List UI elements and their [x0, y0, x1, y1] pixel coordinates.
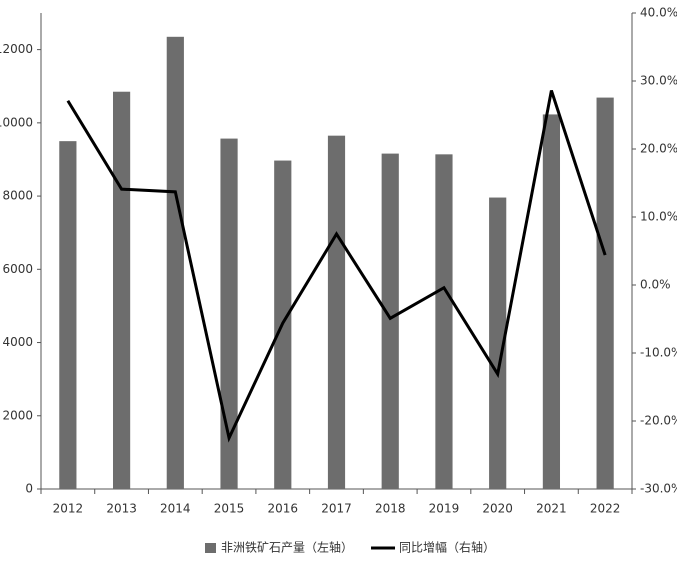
x-tick-label: 2014	[160, 502, 191, 516]
legend-label: 非洲铁矿石产量（左轴）	[221, 540, 353, 555]
y2-tick-label: 0.0%	[640, 278, 671, 292]
y2-tick-label: -10.0%	[640, 346, 677, 360]
bar	[435, 154, 453, 489]
y-tick-label: 8000	[2, 189, 33, 203]
x-tick-label: 2015	[214, 502, 245, 516]
bar	[381, 153, 399, 489]
x-tick-label: 2019	[429, 502, 460, 516]
y-tick-label: 0	[25, 482, 33, 496]
y2-tick-label: 20.0%	[640, 142, 677, 156]
x-tick-label: 2021	[536, 502, 567, 516]
y2-tick-label: 10.0%	[640, 210, 677, 224]
y2-tick-label: 40.0%	[640, 6, 677, 20]
y-tick-label: 6000	[2, 262, 33, 276]
y2-tick-label: -30.0%	[640, 482, 677, 496]
y-tick-label: 4000	[2, 335, 33, 349]
x-tick-label: 2022	[590, 502, 621, 516]
line	[66, 90, 607, 443]
x-tick-label: 2013	[106, 502, 137, 516]
y2-tick-label: -20.0%	[640, 414, 677, 428]
y2-tick-label: 30.0%	[640, 74, 677, 88]
bar	[166, 36, 184, 490]
bar	[542, 114, 561, 489]
bar	[596, 97, 614, 489]
y-tick-label: 12000	[0, 42, 33, 56]
bar	[489, 197, 507, 489]
x-tick-label: 2018	[375, 502, 406, 516]
y-tick-label: 2000	[2, 408, 33, 422]
y-tick-label: 10000	[0, 115, 33, 129]
bar	[59, 141, 77, 489]
bar	[112, 91, 131, 489]
bar	[327, 135, 346, 489]
x-tick-label: 2017	[321, 502, 352, 516]
bar	[220, 138, 238, 490]
legend-swatch	[205, 543, 216, 553]
x-tick-label: 2012	[53, 502, 84, 516]
legend-label: 同比增幅（右轴）	[399, 540, 495, 555]
x-tick-label: 2020	[482, 502, 513, 516]
x-tick-label: 2016	[267, 502, 298, 516]
